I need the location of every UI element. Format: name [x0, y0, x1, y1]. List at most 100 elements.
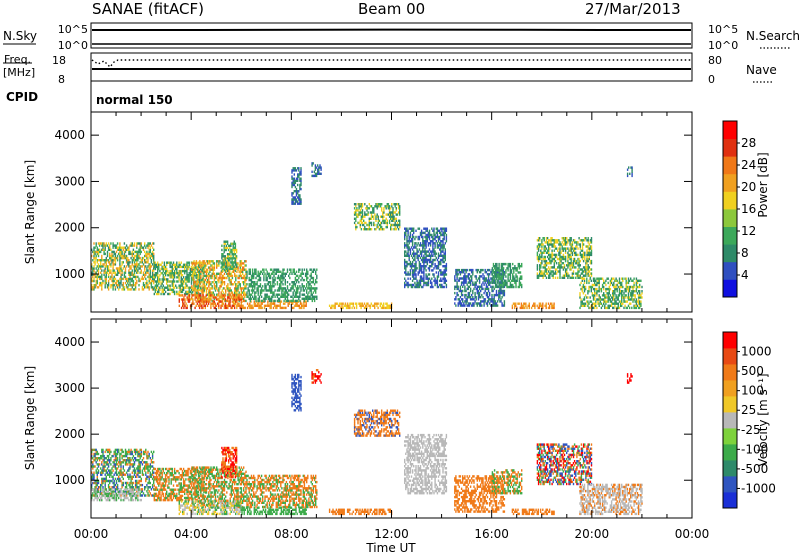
power-cell — [120, 254, 122, 258]
power-cell — [410, 240, 413, 243]
power-cell — [587, 237, 589, 240]
power-cell — [116, 286, 119, 289]
power-cell — [232, 261, 234, 264]
power-cell — [509, 273, 512, 276]
power-cell — [97, 267, 100, 270]
power-cell — [443, 231, 445, 235]
power-cell — [425, 244, 427, 247]
power-cell — [294, 272, 297, 275]
power-cell — [235, 248, 238, 252]
power-cell — [118, 284, 120, 287]
power-cell — [507, 277, 509, 280]
power-cell — [213, 274, 216, 278]
power-cell — [385, 217, 387, 220]
power-cell — [578, 266, 580, 269]
power-cell — [584, 253, 586, 257]
power-cell — [263, 274, 265, 278]
power-cell — [360, 219, 363, 222]
power-cell — [131, 286, 133, 289]
power-cell — [462, 304, 464, 307]
power-cell — [411, 275, 414, 278]
power-cell — [92, 269, 94, 272]
power-cell — [127, 281, 129, 285]
power-cell — [298, 190, 300, 193]
power-cell — [217, 260, 219, 263]
power-cell — [543, 247, 545, 250]
power-cell — [294, 198, 297, 201]
power-cell — [388, 209, 391, 212]
power-cell — [433, 237, 435, 241]
power-cell — [464, 275, 466, 278]
power-cell — [467, 304, 469, 307]
power-cell — [286, 281, 289, 284]
power-cell — [212, 294, 214, 297]
power-cell — [91, 273, 93, 276]
power-cell — [302, 297, 304, 300]
power-cell — [411, 262, 414, 266]
power-cell — [209, 298, 211, 301]
power-cell — [145, 252, 147, 256]
power-cell — [190, 282, 193, 285]
power-cell — [236, 298, 238, 301]
power-cell — [482, 268, 484, 272]
power-cell — [217, 272, 219, 275]
power-cell — [381, 304, 384, 307]
power-cell — [282, 270, 284, 273]
power-cell — [247, 287, 249, 290]
power-cell — [509, 277, 512, 280]
power-cell — [495, 265, 497, 268]
power-cell — [416, 248, 418, 251]
power-cell — [381, 215, 383, 218]
power-cell — [185, 284, 187, 287]
power-cell — [257, 272, 259, 275]
power-cell — [586, 251, 588, 254]
power-cell — [309, 289, 311, 292]
power-cell — [579, 276, 581, 279]
power-cell — [280, 281, 282, 284]
power-cell — [513, 275, 515, 278]
power-cell — [377, 219, 379, 222]
power-cell — [413, 283, 415, 287]
power-cell — [312, 291, 315, 294]
power-cell — [227, 306, 229, 310]
power-cell — [422, 265, 424, 268]
power-cell — [202, 289, 204, 292]
power-cell — [418, 265, 421, 268]
power-cell — [365, 221, 367, 225]
power-cell — [498, 279, 500, 282]
power-cell — [129, 271, 131, 274]
power-cell — [414, 281, 416, 285]
power-cell — [196, 278, 199, 282]
power-cell — [228, 257, 230, 260]
power-cell — [192, 272, 194, 275]
power-cell — [383, 306, 385, 310]
power-cell — [196, 268, 199, 271]
power-cell — [157, 290, 159, 294]
power-cell — [249, 297, 251, 300]
power-cell — [577, 268, 579, 271]
power-cell — [542, 266, 544, 269]
power-cell — [441, 227, 443, 230]
power-cell — [260, 289, 263, 292]
power-cell — [224, 242, 226, 245]
power-cell — [200, 272, 202, 275]
power-cell — [146, 254, 148, 258]
power-cell — [425, 277, 427, 280]
power-cell — [205, 287, 208, 290]
power-cell — [242, 306, 244, 310]
power-cell — [570, 276, 572, 279]
power-cell — [442, 277, 444, 280]
power-cell — [292, 270, 294, 273]
power-cell — [282, 276, 284, 280]
power-cell — [192, 262, 194, 265]
power-cell — [384, 205, 386, 208]
power-cell — [161, 278, 163, 281]
power-cell — [539, 255, 541, 259]
power-cell — [295, 179, 298, 182]
power-cell — [377, 203, 379, 206]
power-cell — [411, 237, 414, 241]
power-cell — [240, 262, 243, 265]
power-cell — [233, 242, 235, 245]
power-cell — [229, 269, 231, 272]
power-cell — [518, 279, 521, 282]
